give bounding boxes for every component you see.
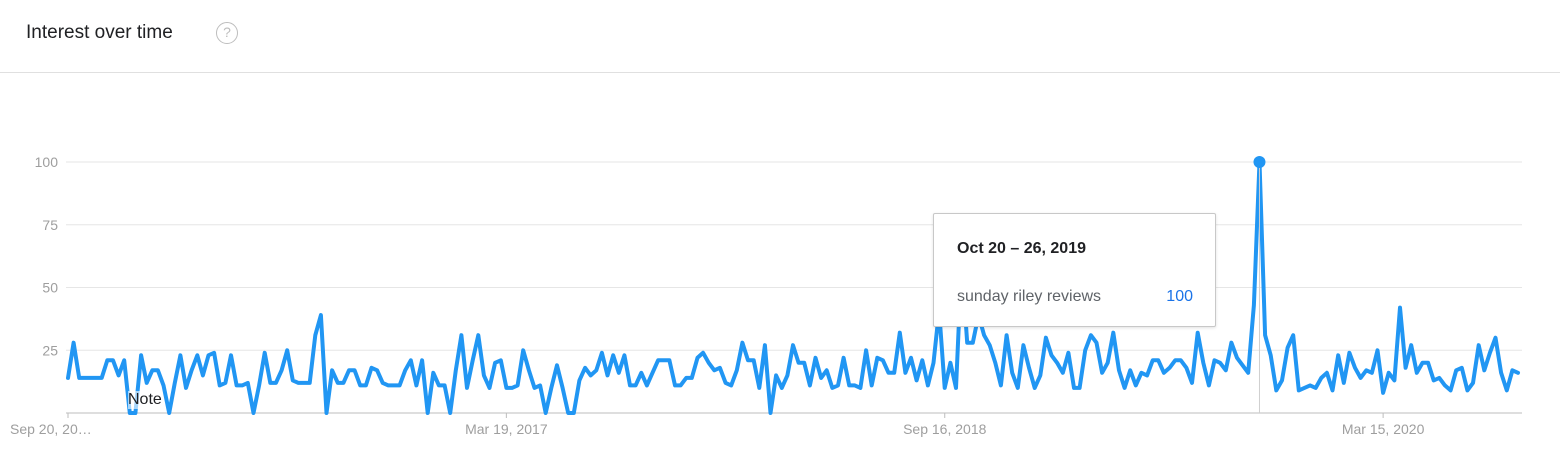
y-tick-label: 75 [42, 217, 58, 233]
x-tick-label: Mar 19, 2017 [465, 421, 548, 437]
note-label[interactable]: Note [128, 391, 162, 409]
x-tick-label: Mar 15, 2020 [1342, 421, 1425, 437]
y-tick-label: 100 [35, 154, 59, 170]
tooltip-date: Oct 20 – 26, 2019 [957, 240, 1086, 257]
chart-title: Interest over time [26, 22, 173, 43]
highlight-point[interactable] [1253, 156, 1266, 168]
y-tick-label: 25 [42, 342, 58, 358]
x-tick-label: Sep 16, 2018 [903, 421, 987, 437]
tooltip-value: 100 [1166, 288, 1193, 305]
interest-over-time-chart: 100 75 50 25 Sep 20, 20… Mar 19, 2017 Sep 16,… [10, 154, 1522, 437]
series-line-sunday-riley-reviews [66, 160, 1520, 415]
y-tick-label: 50 [42, 280, 58, 296]
chart-header: Interest over time ? [0, 0, 1560, 73]
question-circle-icon[interactable]: ? [216, 22, 238, 44]
x-tick-label: Sep 20, 20… [10, 421, 92, 437]
chart-tooltip: Oct 20 – 26, 2019 sunday riley reviews 1… [933, 213, 1216, 327]
tooltip-term: sunday riley reviews [957, 288, 1102, 305]
